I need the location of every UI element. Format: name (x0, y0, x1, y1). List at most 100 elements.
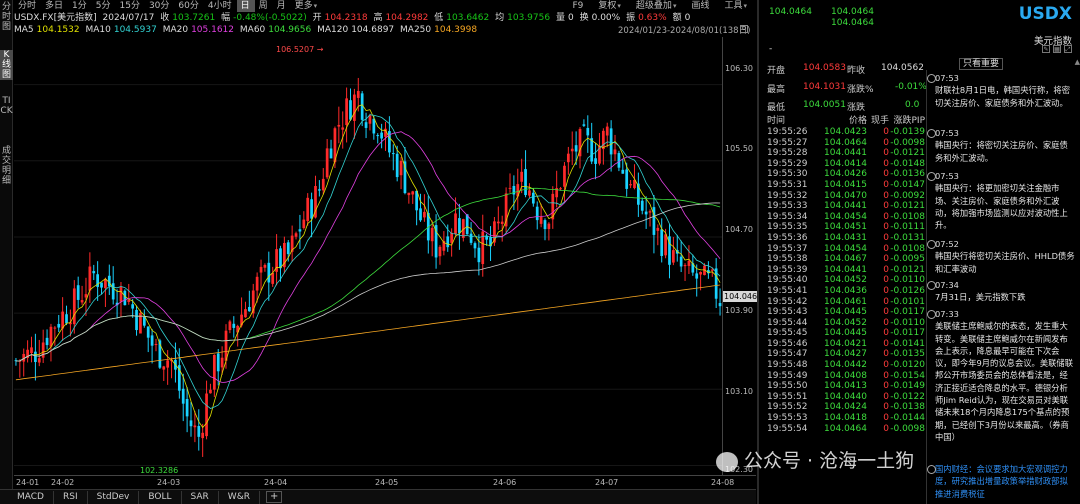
candle-body (477, 247, 481, 263)
period-1m[interactable]: 1分 (72, 1, 87, 11)
f9-button[interactable]: F9 (572, 1, 584, 11)
candle-body (707, 270, 710, 274)
period-5m[interactable]: 5分 (95, 1, 111, 11)
period-more-dropdown[interactable]: 更多 (291, 0, 323, 12)
settings-gear-icon[interactable]: ⚙ (740, 25, 748, 33)
candle-body (306, 197, 310, 222)
tick-pip: -0.0108 (890, 211, 925, 222)
tick-time: 19:55:44 (767, 317, 808, 328)
watermark-text: 公众号 · 沧海一土狗 (744, 450, 915, 472)
tick-qty: 0 (883, 243, 889, 254)
ma10-value: 104.5937 (113, 25, 157, 35)
tab-boll[interactable]: BOLL (139, 490, 182, 504)
candle-body (699, 272, 702, 275)
volume-value: 0 (567, 13, 574, 23)
adjust-dropdown[interactable]: 复权 (594, 0, 626, 12)
candle-body (37, 358, 41, 363)
candle-body (473, 243, 477, 249)
tick-time: 19:55:30 (767, 169, 808, 180)
quote-panel: 104.0464 104.0464 104.0464 USDX 美元指数 ✎ ▦ ⤢… (759, 0, 1080, 504)
period-week[interactable]: 周 (258, 1, 268, 11)
tick-price: 104.0461 (824, 296, 867, 307)
period-60m[interactable]: 60分 (178, 1, 199, 11)
candle-body (461, 219, 465, 238)
tick-time: 19:55:39 (767, 264, 808, 275)
tab-wr[interactable]: W&R (219, 490, 260, 504)
news-link-tail[interactable]: 会议要求 (976, 464, 1010, 474)
tick-time: 19:55:43 (767, 307, 808, 318)
low-value: 103.6462 (446, 13, 490, 23)
add-indicator-button[interactable]: + (265, 491, 283, 503)
tab-intraday[interactable]: 分时图 (1, 2, 11, 32)
edit-icon[interactable]: ✎ (1042, 45, 1050, 53)
tick-time: 19:55:47 (767, 349, 808, 360)
period-multiday[interactable]: 多日 (45, 1, 64, 11)
avg-label: 均 (495, 13, 505, 23)
tick-pip: -0.0120 (890, 360, 925, 371)
candle-body (181, 388, 185, 404)
draw-line-button[interactable]: 画线 (691, 1, 710, 11)
news-item[interactable]: 07:33 美联储主席鲍威尔的表态，发生重大转变。美联储主席鲍威尔在新闻发布会上表… (927, 308, 1075, 443)
tick-row: 19:55:26 104.0423 0 -0.0139 (767, 127, 925, 138)
period-intraday[interactable]: 分时 (18, 1, 37, 11)
tick-row: 19:55:32 104.0470 0 -0.0092 (767, 191, 925, 202)
scroll-up-icon[interactable]: ▲ (1074, 58, 1080, 66)
period-month[interactable]: 月 (276, 1, 286, 11)
overlay-dropdown[interactable]: 超级叠加 (632, 0, 682, 12)
grid-icon[interactable]: ▦ (1053, 45, 1061, 53)
candle-body (111, 283, 115, 300)
tick-row: 19:55:46 104.0421 0 -0.0141 (767, 339, 925, 350)
news-link-item[interactable]: 国内财经：会议要求加大宏观调控力度，研究推出增量政策举措财政部拟推进消费税征 (927, 463, 1075, 500)
tick-price: 104.0427 (824, 349, 867, 360)
candle-body (570, 148, 574, 152)
tick-qty: 0 (883, 232, 889, 243)
tab-rsi[interactable]: RSI (54, 490, 88, 504)
open-value: 104.2318 (324, 13, 368, 23)
tick-price: 104.0467 (824, 254, 867, 265)
tick-row: 19:55:38 104.0467 0 -0.0095 (767, 254, 925, 265)
tab-kline[interactable]: K线图 (0, 50, 13, 80)
tab-macd[interactable]: MACD (0, 490, 54, 504)
candle-body (232, 323, 236, 328)
news-feed[interactable]: 07:53 财联社8月1日电，韩国央行称，将密切关注房价、家庭债务和外汇波动。 0… (926, 70, 1080, 504)
panel-divider[interactable] (757, 0, 759, 504)
change-value: 0.0 (905, 100, 920, 110)
period-4h[interactable]: 4小时 (207, 1, 232, 11)
ytick-label: 106.30 (725, 64, 753, 73)
tab-tick[interactable]: TICK (0, 96, 13, 116)
candle-body (189, 420, 193, 427)
tick-list[interactable]: 时间 价格 现手 涨跌PIP 19:55:26 104.0423 0 -0.0139 1… (767, 116, 925, 434)
news-link[interactable]: 加大宏观调控力度，研究推出增量政策举措 (935, 464, 1068, 487)
tick-row: 19:55:37 104.0454 0 -0.0108 (767, 244, 925, 255)
news-item[interactable]: 07:53 韩国央行：将更加密切关注金融市场、关注房价、家庭债务和外汇波动，将加强… (927, 170, 1075, 231)
news-item[interactable]: 07:34 7月31日，美元指数下跌 (927, 279, 1075, 304)
candle-body (329, 148, 333, 159)
candle-body (582, 124, 586, 126)
tick-pip: -0.0135 (890, 349, 925, 360)
tools-dropdown[interactable]: 工具 (720, 0, 752, 12)
news-text: 美联储主席鲍威尔的表态，发生重大转变。美联储主席鲍威尔在新闻发布会上表示，降息最… (935, 321, 1074, 442)
news-item[interactable]: 07:52 韩国央行将密切关注房价、HHLD债务和汇率波动 (927, 238, 1075, 275)
news-item[interactable]: 07:53 财联社8月1日电，韩国央行称，将密切关注房价、家庭债务和外汇波动。 (927, 72, 1075, 109)
candle-body (321, 178, 325, 191)
period-15m[interactable]: 15分 (119, 1, 140, 11)
important-only-toggle[interactable]: 只看重要 (959, 58, 1004, 70)
tick-row: 19:55:45 104.0445 0 -0.0117 (767, 328, 925, 339)
candlestick-chart[interactable]: 106.5207 → 102.3286 (14, 37, 722, 475)
period-day[interactable]: 日 (236, 0, 255, 12)
candle-body (621, 169, 625, 174)
period-30m[interactable]: 30分 (148, 1, 170, 11)
tab-trade-detail[interactable]: 成交明细 (1, 146, 11, 186)
candle-body (454, 213, 457, 234)
tick-pip: -0.0139 (890, 127, 925, 137)
expand-icon[interactable]: ⤢ (1064, 45, 1072, 53)
candle-body (135, 309, 138, 331)
news-link-2[interactable]: 财政部拟推进消费税征 (935, 476, 1068, 499)
tab-sar[interactable]: SAR (182, 490, 219, 504)
news-item[interactable]: 07:53 韩国央行：将密切关注房价、家庭债务和外汇波动。 (927, 127, 1075, 164)
tab-stddev[interactable]: StdDev (88, 490, 140, 504)
tick-price: 104.0452 (824, 275, 867, 286)
tick-qty: 0 (883, 169, 889, 180)
tick-pip: -0.0138 (890, 402, 925, 413)
candle-body (710, 269, 714, 271)
